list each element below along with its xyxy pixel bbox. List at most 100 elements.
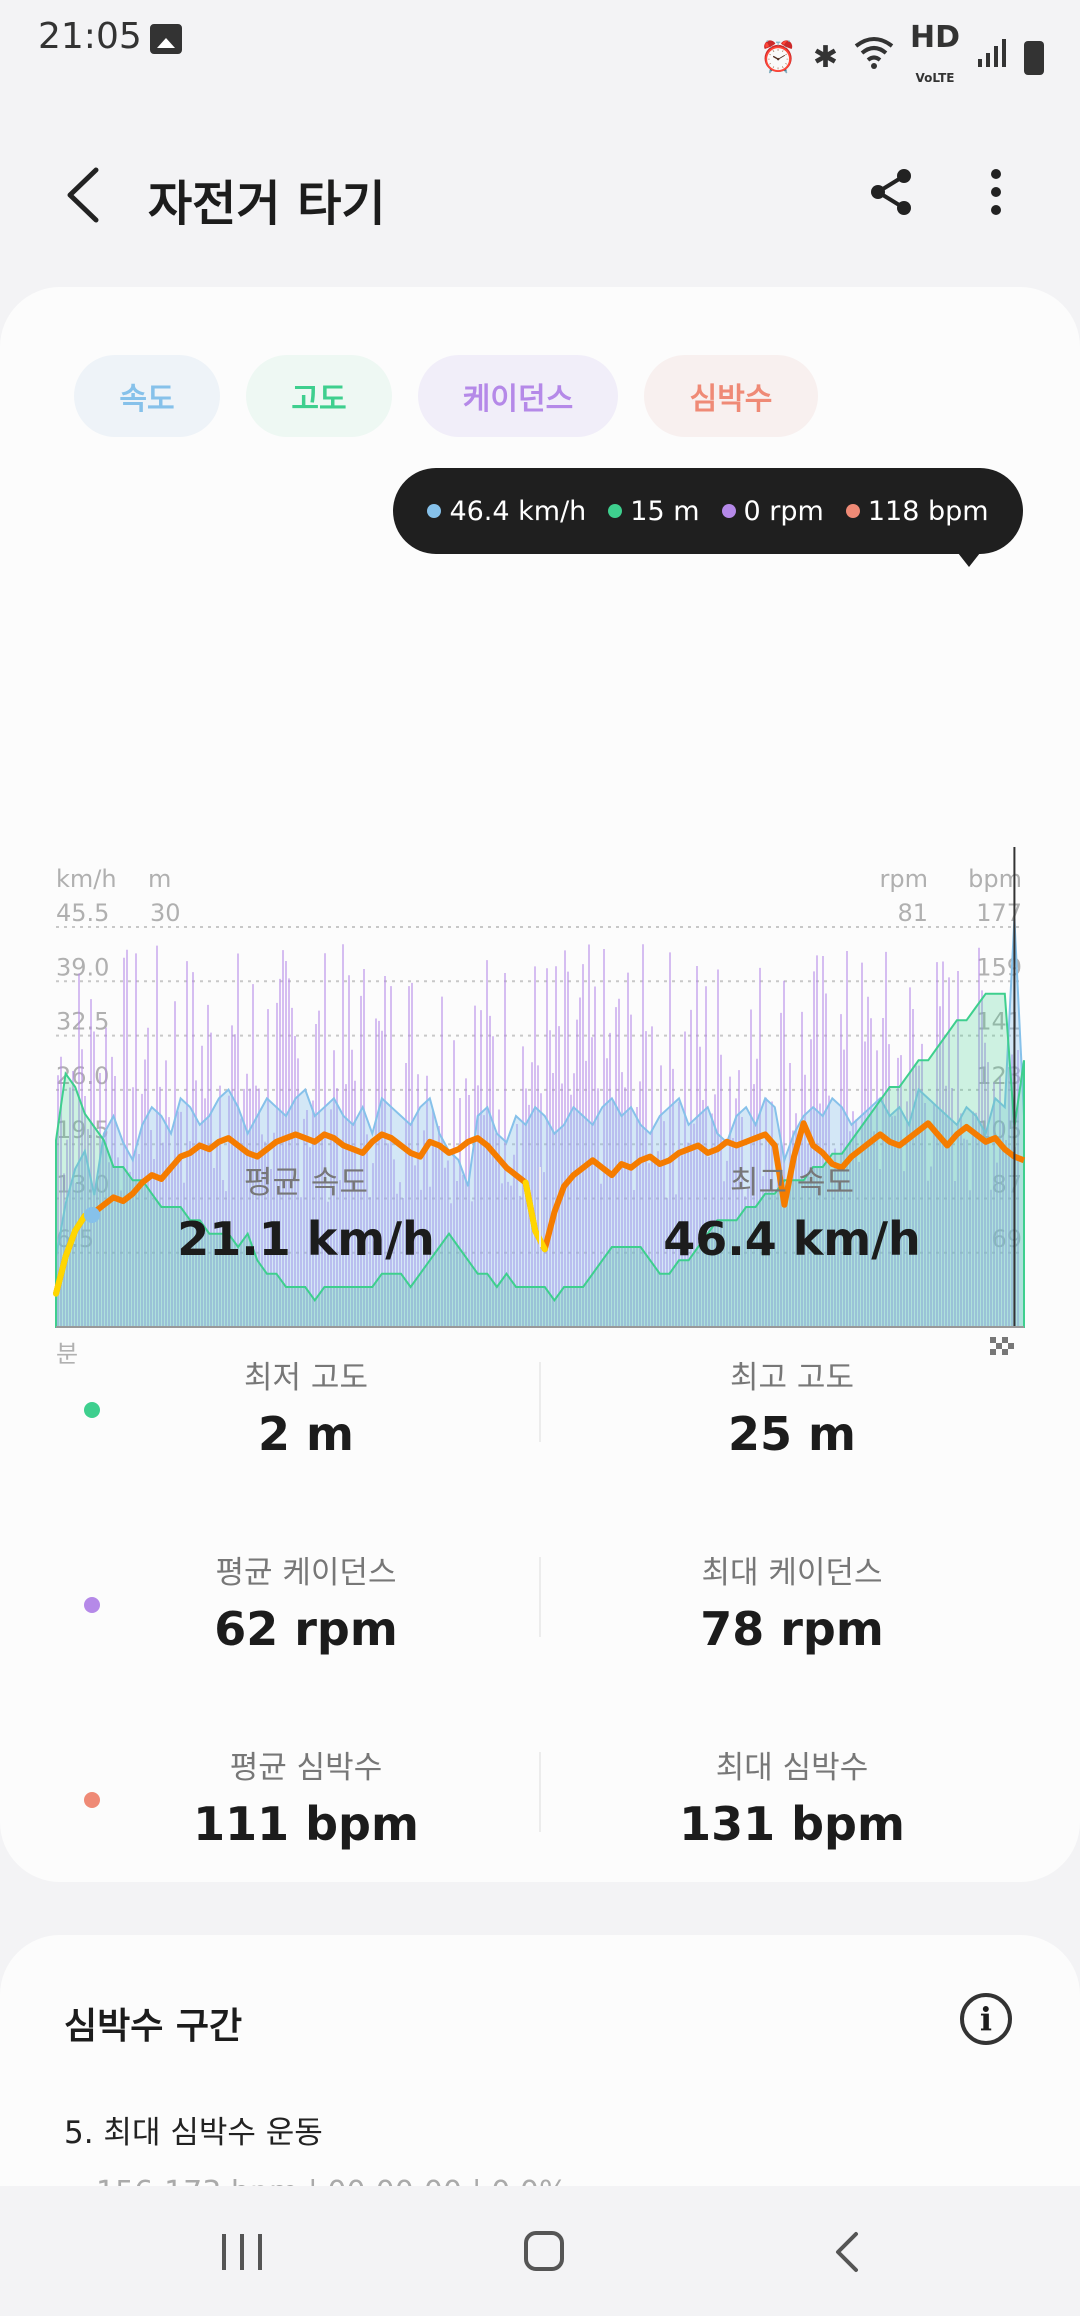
- altitude-tick-label: 30: [150, 899, 181, 927]
- stat-row-speed: 평균 속도 21.1 km/h 최고 속도 46.4 km/h: [0, 1127, 1080, 1322]
- speed-series: [55, 919, 1025, 1328]
- flag-square: [1002, 1337, 1008, 1343]
- avg-heart-rate: 평균 심박수 111 bpm: [66, 1742, 546, 1851]
- flag-square: [1008, 1343, 1014, 1349]
- back-button[interactable]: [56, 160, 116, 230]
- flag-square: [1002, 1349, 1008, 1355]
- page-title: 자전거 타기: [148, 176, 386, 232]
- divider: [539, 1362, 541, 1442]
- status-bar: 21:05 ⏰ ✱ HD VoLTE: [0, 0, 1080, 85]
- tab-speed[interactable]: 속도: [74, 355, 220, 437]
- speed-tick-label: 39.0: [56, 953, 109, 981]
- workout-chart-card: 속도 고도 케이던스 심박수 46.4 km/h 15 m 0 rpm 118 …: [0, 287, 1080, 1882]
- max-heart-rate: 최대 심박수 131 bpm: [552, 1742, 1032, 1851]
- hd-label: HD: [909, 20, 960, 55]
- heart-rate-low-segment: [72, 1212, 88, 1234]
- hd-voice-icon: HD VoLTE: [910, 18, 960, 98]
- heart-rate-low-segment: [53, 1253, 69, 1297]
- tooltip-cadence: 0 rpm: [721, 495, 824, 527]
- flag-square: [990, 1337, 996, 1343]
- recents-button[interactable]: [222, 2234, 262, 2270]
- speed-legend-dot: [84, 1207, 100, 1223]
- stats-list: 평균 속도 21.1 km/h 최고 속도 46.4 km/h 최저 고도 2 …: [0, 1127, 1080, 1907]
- divider: [539, 1167, 541, 1247]
- min-altitude-label: 최저 고도: [244, 1360, 368, 1396]
- cadence-series: [57, 944, 1019, 1327]
- tooltip-altitude: 15 m: [608, 496, 700, 527]
- max-cadence-value: 78 rpm: [700, 1602, 884, 1656]
- flag-square: [996, 1343, 1002, 1349]
- tooltip-speed-value: 46.4 km/h: [449, 495, 587, 527]
- speed-tick-label: 45.5: [56, 899, 109, 927]
- tab-cadence[interactable]: 케이던스: [418, 355, 618, 437]
- max-cadence: 최대 케이던스 78 rpm: [552, 1547, 1032, 1656]
- speed-unit-label: km/h: [56, 865, 117, 893]
- avg-cadence: 평균 케이던스 62 rpm: [66, 1547, 546, 1656]
- system-back-button[interactable]: [830, 2228, 866, 2276]
- hr-unit-label: bpm: [968, 865, 1022, 893]
- alarm-icon: ⏰: [759, 40, 797, 75]
- zones-title: 심박수 구간: [64, 2006, 243, 2047]
- avg-cadence-label: 평균 케이던스: [215, 1555, 397, 1591]
- min-altitude-value: 2 m: [258, 1407, 354, 1461]
- altitude-dot: [608, 504, 623, 518]
- altitude-series: [55, 992, 1025, 1328]
- avg-speed-label: 평균 속도: [244, 1165, 368, 1201]
- share-icon: [871, 169, 911, 215]
- tab-heart-rate[interactable]: 심박수: [644, 355, 818, 437]
- tooltip-pointer: [958, 553, 980, 567]
- tooltip-cadence-value: 0 rpm: [743, 495, 824, 527]
- tab-altitude[interactable]: 고도: [246, 355, 392, 437]
- avg-heart-rate-label: 평균 심박수: [229, 1750, 383, 1786]
- x-axis-label: 분: [56, 1340, 78, 1367]
- nav-back-icon: [836, 2232, 858, 2272]
- system-nav-bar: [0, 2186, 1080, 2316]
- heart-rate-dot: [845, 504, 860, 518]
- avg-speed-value: 21.1 km/h: [177, 1212, 435, 1266]
- cadence-dot: [721, 504, 736, 518]
- avg-cadence-value: 62 rpm: [214, 1602, 398, 1656]
- stat-row-cadence: 평균 케이던스 62 rpm 최대 케이던스 78 rpm: [0, 1517, 1080, 1712]
- stat-row-heart-rate: 평균 심박수 111 bpm 최대 심박수 131 bpm: [0, 1712, 1080, 1907]
- finish-flag-icon: [990, 1337, 1014, 1355]
- heart-rate-low-segment: [522, 1179, 539, 1234]
- zone-5-label: 5. 최대 심박수 운동: [64, 2115, 323, 2151]
- wifi-icon: [854, 36, 894, 81]
- max-altitude: 최고 고도 25 m: [552, 1352, 1032, 1461]
- bluetooth-icon: ✱: [812, 40, 838, 75]
- max-speed: 최고 속도 46.4 km/h: [552, 1157, 1032, 1266]
- heart-rate-legend-dot: [84, 1792, 100, 1808]
- tooltip-heart-rate: 118 bpm: [845, 496, 989, 527]
- share-button[interactable]: [862, 162, 922, 222]
- more-options-button[interactable]: [966, 162, 1026, 222]
- voice-label: VoLTE: [915, 71, 955, 85]
- metric-tabs: 속도 고도 케이던스 심박수: [74, 355, 818, 437]
- app-bar: 자전거 타기: [0, 150, 1080, 240]
- workout-chart[interactable]: km/hmrpmbpm45.517739.015932.514126.01231…: [0, 567, 1080, 1367]
- gallery-notification-icon: [150, 24, 182, 54]
- altitude-legend-dot: [84, 1402, 100, 1418]
- max-heart-rate-label: 최대 심박수: [715, 1750, 869, 1786]
- signal-icon: [976, 37, 1008, 80]
- stat-row-altitude: 최저 고도 2 m 최고 고도 25 m: [0, 1322, 1080, 1517]
- speed-dot: [427, 504, 442, 518]
- divider: [539, 1557, 541, 1637]
- info-icon[interactable]: i: [960, 1993, 1012, 2045]
- heart-rate-low-segment: [62, 1227, 79, 1260]
- cadence-legend-dot: [84, 1597, 100, 1613]
- altitude-unit-label: m: [148, 865, 171, 893]
- status-time: 21:05: [38, 16, 142, 57]
- max-speed-label: 최고 속도: [730, 1165, 854, 1201]
- status-icons: ⏰ ✱ HD VoLTE: [759, 18, 1044, 98]
- max-heart-rate-value: 131 bpm: [679, 1797, 905, 1851]
- back-arrow-icon: [67, 167, 99, 223]
- divider: [539, 1752, 541, 1832]
- cadence-tick-label: 81: [897, 899, 928, 927]
- min-altitude: 최저 고도 2 m: [66, 1352, 546, 1461]
- speed-tick-label: 32.5: [56, 1008, 109, 1036]
- max-altitude-label: 최고 고도: [730, 1360, 854, 1396]
- avg-heart-rate-value: 111 bpm: [193, 1797, 419, 1851]
- home-button[interactable]: [524, 2231, 564, 2271]
- flag-square: [990, 1349, 996, 1355]
- battery-icon: [1024, 41, 1044, 75]
